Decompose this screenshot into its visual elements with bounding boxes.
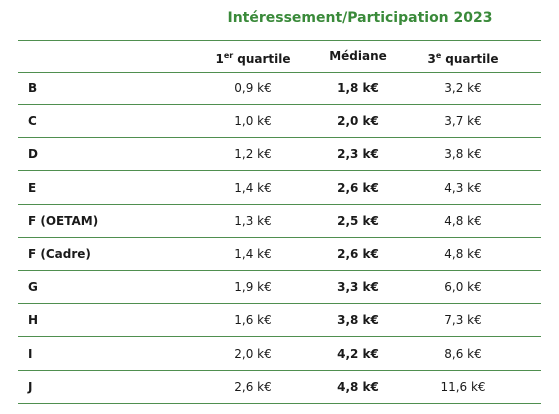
cell-value: 2,3 k€ <box>337 147 379 162</box>
cell-value: 1,8 k€ <box>337 81 379 95</box>
row-label: H <box>28 313 39 328</box>
cell-value: 3,7 k€ <box>444 114 482 129</box>
rule <box>18 236 541 238</box>
column-header: Médiane <box>303 48 413 64</box>
header-base: Médiane <box>329 49 387 63</box>
rule <box>18 40 541 41</box>
cell-value: 1,3 k€ <box>234 213 272 228</box>
row-label: F (OETAM) <box>28 213 99 228</box>
cell-value: 0,9 k€ <box>234 81 272 95</box>
rule <box>18 104 541 105</box>
rule <box>18 170 541 172</box>
cell-value: 1,4 k€ <box>234 247 272 261</box>
cell-value: 1,4 k€ <box>234 180 272 195</box>
cell-value: 4,8 k€ <box>444 213 482 228</box>
cell-value: 2,6 k€ <box>234 379 272 394</box>
cell-value: 1,2 k€ <box>234 147 272 162</box>
cell-value: 4,2 k€ <box>337 346 379 361</box>
rule <box>18 402 541 404</box>
row-label: E <box>28 180 37 195</box>
cell-value: 8,6 k€ <box>444 346 482 361</box>
cell-value: 11,6 k€ <box>440 379 486 394</box>
cell-value: 4,8 k€ <box>444 247 482 261</box>
row-label: B <box>28 81 38 95</box>
rule <box>18 203 541 205</box>
cell-value: 3,8 k€ <box>444 147 482 162</box>
table-title: Intéressement/Participation 2023 <box>227 10 493 26</box>
header-base: 3 <box>427 52 436 66</box>
header-text: quartile <box>445 52 499 66</box>
cell-value: 3,2 k€ <box>444 81 482 95</box>
cell-value: 2,6 k€ <box>337 247 379 261</box>
cell-value: 6,0 k€ <box>444 280 482 295</box>
rule <box>18 336 541 338</box>
header-text: quartile <box>237 52 291 66</box>
row-label: C <box>28 114 37 129</box>
row-label: I <box>28 346 33 361</box>
cell-value: 4,8 k€ <box>337 379 379 394</box>
column-header: 3e quartile <box>408 48 518 67</box>
rule <box>18 137 541 139</box>
rule <box>18 270 541 271</box>
row-label: F (Cadre) <box>28 247 91 261</box>
cell-value: 2,5 k€ <box>337 213 379 228</box>
row-label: J <box>28 379 33 394</box>
header-base: 1 <box>215 52 224 66</box>
cell-value: 3,8 k€ <box>337 313 379 328</box>
row-label: D <box>28 147 38 162</box>
cell-value: 4,3 k€ <box>444 180 482 195</box>
cell-value: 7,3 k€ <box>444 313 482 328</box>
cell-value: 2,0 k€ <box>234 346 272 361</box>
cell-value: 1,6 k€ <box>234 313 272 328</box>
rule <box>18 72 541 73</box>
cell-value: 3,3 k€ <box>337 280 379 295</box>
cell-value: 1,0 k€ <box>234 114 272 129</box>
row-label: G <box>28 280 38 295</box>
rule <box>18 369 541 371</box>
header-sup: er <box>223 51 234 60</box>
cell-value: 1,9 k€ <box>234 280 272 295</box>
cell-value: 2,6 k€ <box>337 180 379 195</box>
cell-value: 2,0 k€ <box>337 114 379 129</box>
header-sup: e <box>435 51 442 60</box>
column-header: 1er quartile <box>198 48 308 67</box>
rule <box>18 303 541 305</box>
